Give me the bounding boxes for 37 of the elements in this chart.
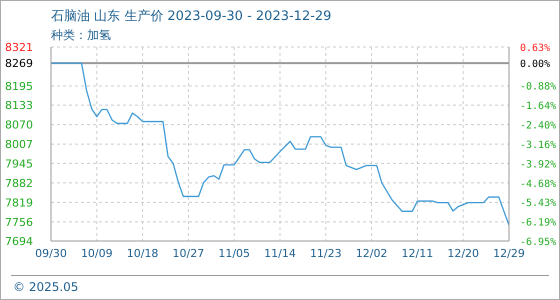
text: © 2025.05 xyxy=(13,280,78,294)
y-tick-label: 7945 xyxy=(5,157,33,170)
x-tick-label: 11/23 xyxy=(310,246,342,260)
chart-title: 石脑油 山东 生产价 2023-09-30 - 2023-12-29 xyxy=(51,8,332,25)
y2-tick-label: -3.16% xyxy=(520,140,556,151)
y-tick-label: 8269 xyxy=(5,57,33,70)
y-tick-label: 8321 xyxy=(5,41,33,54)
y2-tick-label: 0.00% xyxy=(520,59,550,70)
x-tick-label: 12/20 xyxy=(447,246,480,260)
y2-tick-label: -3.92% xyxy=(520,159,556,170)
y-tick-label: 7882 xyxy=(5,176,33,190)
x-tick-label: 10/09 xyxy=(80,246,113,260)
x-tick-label: 11/14 xyxy=(264,246,296,260)
y-tick-label: 8133 xyxy=(5,99,33,112)
y-tick-label: 8070 xyxy=(5,118,33,132)
y-tick-label: 8195 xyxy=(5,80,33,93)
y2-tick-label: -4.68% xyxy=(520,178,556,190)
y-tick-label: 8007 xyxy=(5,138,33,152)
y2-tick-label: -0.88% xyxy=(520,82,556,93)
line-series xyxy=(51,62,509,226)
chart-subtitle: 种类：加氢 xyxy=(51,27,111,44)
x-tick-label: 09/30 xyxy=(35,246,67,260)
x-tick-label: 12/11 xyxy=(402,246,434,260)
y2-tick-label: -5.43% xyxy=(520,198,556,210)
x-tick-label: 12/02 xyxy=(356,246,388,260)
y2-tick-label: 0.63% xyxy=(520,43,550,54)
y2-tick-label: -6.95% xyxy=(520,237,556,248)
y2-tick-label: -6.19% xyxy=(520,218,556,229)
y2-tick-label: -2.40% xyxy=(520,120,556,132)
x-tick-label: 10/18 xyxy=(126,246,158,260)
x-tick-label: 11/05 xyxy=(218,246,250,260)
x-tick-label: 12/29 xyxy=(493,246,525,260)
x-tick-label: 10/27 xyxy=(172,246,204,260)
y2-tick-label: -1.64% xyxy=(520,101,556,112)
y-tick-label: 7819 xyxy=(5,196,33,210)
y-tick-label: 7694 xyxy=(5,235,33,248)
y-tick-label: 7756 xyxy=(5,216,33,229)
